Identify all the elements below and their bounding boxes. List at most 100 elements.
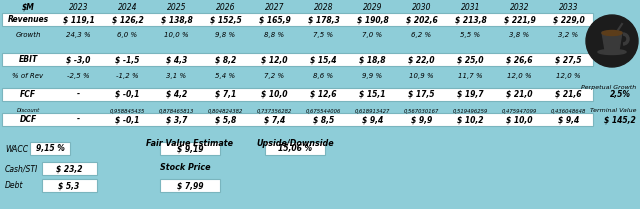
- Text: 6,0 %: 6,0 %: [117, 32, 138, 38]
- Text: 0,475947099: 0,475947099: [502, 108, 537, 113]
- Text: 0,958845435: 0,958845435: [110, 108, 145, 113]
- Ellipse shape: [598, 50, 626, 55]
- Text: $ 126,2: $ 126,2: [111, 15, 143, 24]
- Text: Revenues: Revenues: [8, 15, 49, 24]
- Text: 2031: 2031: [461, 3, 480, 11]
- Text: DCF: DCF: [19, 115, 36, 124]
- Text: 9,9 %: 9,9 %: [362, 73, 383, 79]
- Text: 0,436048648: 0,436048648: [551, 108, 586, 113]
- Text: $ 7,1: $ 7,1: [215, 90, 236, 99]
- Text: Terminal Value: Terminal Value: [589, 108, 636, 113]
- Text: 7,0 %: 7,0 %: [362, 32, 383, 38]
- Text: $ 119,1: $ 119,1: [63, 15, 94, 24]
- Text: $ 145,2: $ 145,2: [604, 115, 636, 124]
- Text: 0,804824382: 0,804824382: [208, 108, 243, 113]
- Bar: [42, 179, 97, 192]
- Text: $ -3,0: $ -3,0: [67, 55, 91, 64]
- Text: $ 178,3: $ 178,3: [308, 15, 339, 24]
- Text: $ 10,2: $ 10,2: [457, 115, 484, 124]
- Text: 24,3 %: 24,3 %: [66, 32, 91, 38]
- Text: $ 221,9: $ 221,9: [504, 15, 536, 24]
- Text: Perpetual Growth: Perpetual Growth: [580, 85, 636, 90]
- Text: $ 26,6: $ 26,6: [506, 55, 532, 64]
- Text: $ 9,19: $ 9,19: [177, 144, 204, 153]
- Text: $ 229,0: $ 229,0: [552, 15, 584, 24]
- Text: 11,7 %: 11,7 %: [458, 73, 483, 79]
- Text: 0,519496259: 0,519496259: [453, 108, 488, 113]
- Text: 2032: 2032: [509, 3, 529, 11]
- Text: $ 3,7: $ 3,7: [166, 115, 187, 124]
- Text: $ -0,1: $ -0,1: [115, 90, 140, 99]
- Text: $ 213,8: $ 213,8: [454, 15, 486, 24]
- Bar: [2, 88, 593, 101]
- Text: -: -: [77, 115, 80, 124]
- Text: 7,2 %: 7,2 %: [264, 73, 285, 79]
- Text: 2027: 2027: [265, 3, 284, 11]
- Bar: [2, 113, 593, 126]
- Text: $ 12,0: $ 12,0: [261, 55, 288, 64]
- Text: $ -1,5: $ -1,5: [115, 55, 140, 64]
- Text: $ 27,5: $ 27,5: [556, 55, 582, 64]
- Text: 3,2 %: 3,2 %: [559, 32, 579, 38]
- Text: -: -: [77, 90, 80, 99]
- Text: 10,9 %: 10,9 %: [409, 73, 434, 79]
- Text: 3,1 %: 3,1 %: [166, 73, 187, 79]
- Text: $ 4,3: $ 4,3: [166, 55, 187, 64]
- Ellipse shape: [602, 31, 622, 36]
- Bar: [2, 53, 593, 66]
- Text: $ 10,0: $ 10,0: [261, 90, 288, 99]
- Text: $ 10,0: $ 10,0: [506, 115, 532, 124]
- Text: 7,5 %: 7,5 %: [314, 32, 333, 38]
- Text: $ 5,3: $ 5,3: [58, 181, 79, 190]
- Text: EBIT: EBIT: [19, 55, 38, 64]
- Text: 6,2 %: 6,2 %: [412, 32, 431, 38]
- Bar: [42, 162, 97, 175]
- Text: $ 18,8: $ 18,8: [359, 55, 386, 64]
- Text: 0,567030167: 0,567030167: [404, 108, 439, 113]
- Text: 0,878465813: 0,878465813: [159, 108, 194, 113]
- Text: $ -0,1: $ -0,1: [115, 115, 140, 124]
- Text: $ 23,2: $ 23,2: [56, 164, 83, 173]
- Text: $ 9,9: $ 9,9: [411, 115, 432, 124]
- Text: 5,5 %: 5,5 %: [460, 32, 481, 38]
- Text: -2,5 %: -2,5 %: [67, 73, 90, 79]
- Text: $ 5,8: $ 5,8: [215, 115, 236, 124]
- Text: $ 152,5: $ 152,5: [210, 15, 241, 24]
- Text: 12,0 %: 12,0 %: [556, 73, 581, 79]
- Text: $ 22,0: $ 22,0: [408, 55, 435, 64]
- Text: Stock Price: Stock Price: [160, 163, 211, 172]
- Text: 9,8 %: 9,8 %: [216, 32, 236, 38]
- Text: 2024: 2024: [118, 3, 137, 11]
- Text: $ 21,6: $ 21,6: [556, 90, 582, 99]
- Text: $ 21,0: $ 21,0: [506, 90, 532, 99]
- Text: $ 7,4: $ 7,4: [264, 115, 285, 124]
- Text: $ 8,2: $ 8,2: [215, 55, 236, 64]
- Text: $ 12,6: $ 12,6: [310, 90, 337, 99]
- Text: 2029: 2029: [363, 3, 382, 11]
- Text: $ 25,0: $ 25,0: [457, 55, 484, 64]
- Circle shape: [586, 15, 638, 67]
- Text: WACC: WACC: [5, 144, 28, 153]
- Text: 2033: 2033: [559, 3, 579, 11]
- Text: $ 138,8: $ 138,8: [161, 15, 193, 24]
- Text: $ 165,9: $ 165,9: [259, 15, 291, 24]
- Text: 2,5%: 2,5%: [609, 90, 630, 99]
- Text: 0,737356282: 0,737356282: [257, 108, 292, 113]
- Text: Fair Value Estimate: Fair Value Estimate: [147, 139, 234, 149]
- Text: Cash/STI: Cash/STI: [5, 164, 38, 173]
- Text: 5,4 %: 5,4 %: [216, 73, 236, 79]
- Text: $M: $M: [22, 3, 35, 11]
- Bar: [160, 142, 220, 155]
- Text: Discount: Discount: [17, 108, 40, 113]
- Polygon shape: [602, 32, 622, 50]
- Text: % of Rev: % of Rev: [12, 73, 44, 79]
- Text: $ 202,6: $ 202,6: [406, 15, 437, 24]
- Bar: [2, 13, 593, 26]
- Text: 2023: 2023: [68, 3, 88, 11]
- Text: 15,06 %: 15,06 %: [278, 144, 312, 153]
- Text: $ 9,4: $ 9,4: [558, 115, 579, 124]
- Text: 2030: 2030: [412, 3, 431, 11]
- Bar: [160, 179, 220, 192]
- Text: FCF: FCF: [20, 90, 36, 99]
- Text: 12,0 %: 12,0 %: [507, 73, 532, 79]
